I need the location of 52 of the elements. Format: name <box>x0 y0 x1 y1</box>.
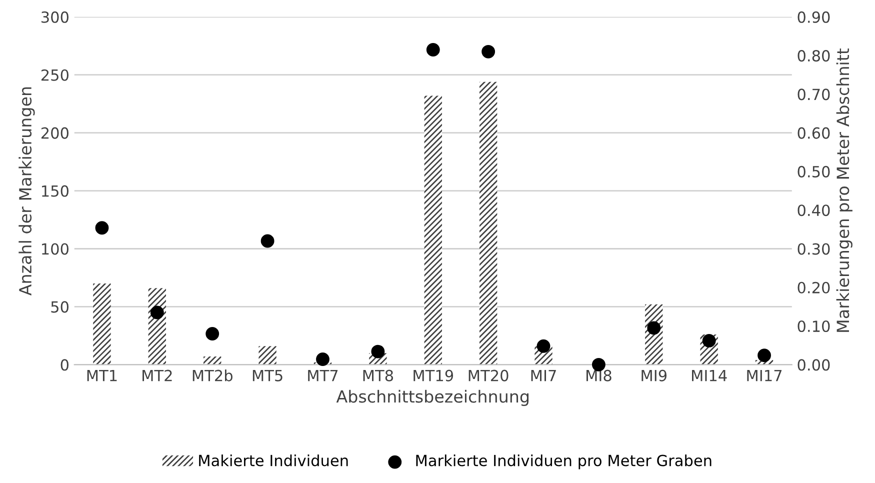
point <box>758 348 771 362</box>
y-tick-label: 200 <box>41 127 68 139</box>
y2-tick-label: 0.40 <box>798 204 830 216</box>
y-tick-label: 150 <box>42 185 68 197</box>
y2-tick-label: 0.70 <box>798 88 830 100</box>
point <box>536 339 550 353</box>
bar <box>479 82 498 365</box>
x-tick-label: MI14 <box>692 370 727 382</box>
legend-label: Makierte Individuen <box>199 454 348 466</box>
point <box>150 306 164 320</box>
point <box>316 352 330 366</box>
point <box>702 334 716 348</box>
y-tick-label: 50 <box>51 301 68 313</box>
y2-tick-label: 0.10 <box>798 320 830 332</box>
x-tick-label: MT7 <box>308 370 338 382</box>
y2-axis-title: Markierungen pro Meter Abschnitt <box>836 48 852 332</box>
legend-label: Markierte Individuen pro Meter Graben <box>416 454 712 470</box>
x-tick-label: MT2 <box>142 370 172 382</box>
x-tick-label: MT1 <box>87 370 117 382</box>
y2-tick-label: 0.30 <box>798 243 830 255</box>
y2-tick-label: 0.60 <box>798 127 830 139</box>
y-tick-label: 300 <box>42 11 68 23</box>
point <box>647 321 661 335</box>
y2-tick-label: 0.80 <box>798 50 830 62</box>
x-tick-label: MT19 <box>414 370 454 382</box>
x-tick-label: MT5 <box>252 370 282 382</box>
y-tick-label: 250 <box>41 69 68 81</box>
bar <box>204 356 222 365</box>
y-tick-label: 100 <box>42 243 68 255</box>
point <box>95 221 109 235</box>
bar <box>258 346 276 365</box>
x-tick-label: MI17 <box>747 370 782 382</box>
point <box>206 327 220 340</box>
x-tick-label: MT8 <box>363 370 394 382</box>
y2-tick-label: 0.50 <box>798 166 830 178</box>
y2-tick-label: 0.00 <box>798 359 830 371</box>
x-tick-label: MT2b <box>192 370 232 382</box>
point <box>426 43 440 56</box>
y2-tick-label: 0.20 <box>798 282 830 294</box>
point <box>371 344 385 358</box>
y2-tick-label: 0.90 <box>798 11 830 23</box>
y-tick-label: 0 <box>60 359 68 371</box>
y-axis-title: Anzahl der Markierungen <box>18 87 35 296</box>
point <box>482 44 496 58</box>
x-axis-title: Abschnittsbezeichnung <box>336 390 529 406</box>
bar <box>93 284 111 365</box>
x-tick-label: MI9 <box>642 370 667 382</box>
bar <box>424 96 442 365</box>
x-tick-label: MI7 <box>531 370 556 382</box>
x-tick-label: MI8 <box>586 370 612 382</box>
x-tick-label: MT20 <box>468 370 508 382</box>
point <box>260 234 274 248</box>
